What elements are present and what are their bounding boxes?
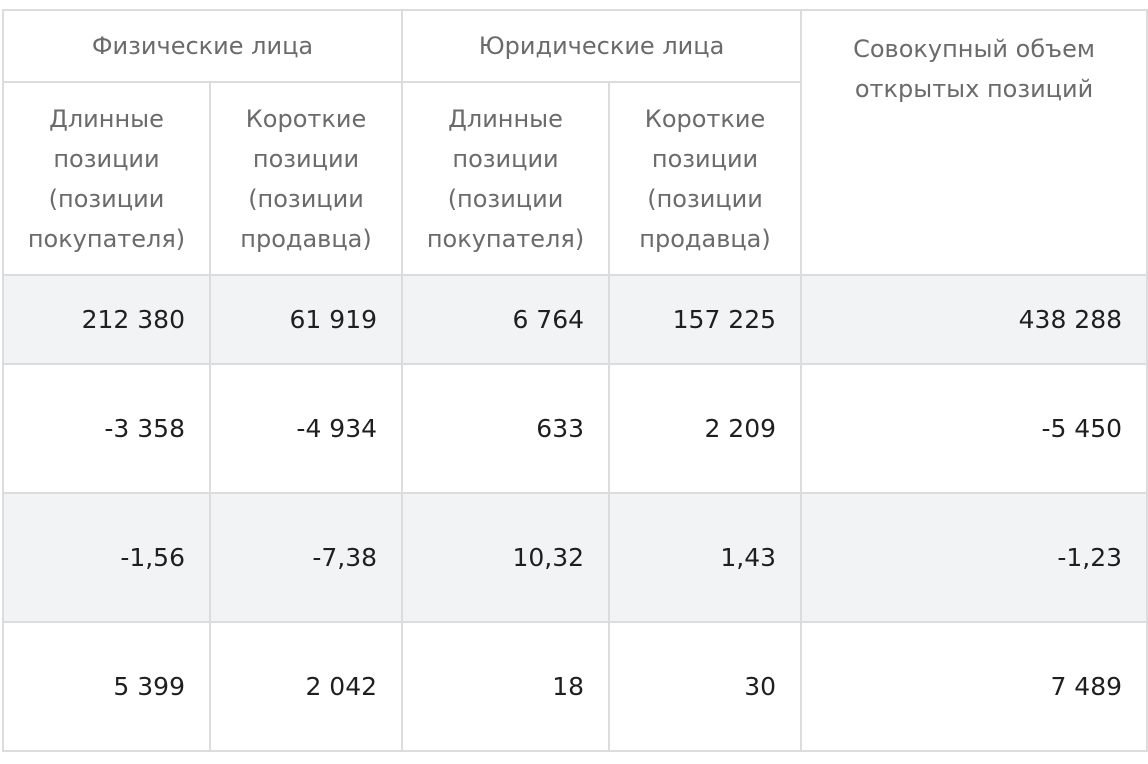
table-body: 212 380 61 919 6 764 157 225 438 288 -3 358 -4… (2, 274, 1148, 752)
group-header: Физические лица (1, 9, 404, 83)
table-cell: -1,23 (800, 492, 1148, 623)
table-row: 212 380 61 919 6 764 157 225 438 288 (2, 274, 1148, 365)
open-interest-table: Физические лица Юридические лица Совокуп… (1, 9, 1148, 752)
table-cell: 6 764 (401, 274, 611, 365)
table-cell: 61 919 (208, 274, 404, 365)
table-cell: 30 (608, 621, 803, 752)
group-header: Юридические лица (401, 9, 803, 83)
table-cell: 1,43 (608, 492, 803, 623)
table-cell: 18 (401, 621, 611, 752)
table-cell: -3 358 (2, 363, 211, 494)
total-header: Совокупный объем открытых позиций (800, 9, 1148, 276)
sub-header: Короткие позиции (позиции продавца) (208, 81, 404, 276)
table-cell: 212 380 (2, 274, 211, 365)
table-cell: 7 489 (800, 621, 1148, 752)
table-row: -3 358 -4 934 633 2 209 -5 450 (2, 363, 1148, 494)
sub-header: Длинные позиции (позиции покупателя) (401, 81, 611, 276)
table-cell: 633 (401, 363, 611, 494)
table-cell: -4 934 (208, 363, 404, 494)
table-cell: 10,32 (401, 492, 611, 623)
table-cell: 157 225 (608, 274, 803, 365)
table-cell: 438 288 (800, 274, 1148, 365)
table-cell: -5 450 (800, 363, 1148, 494)
table-cell: -1,56 (2, 492, 211, 623)
sub-header: Короткие позиции (позиции продавца) (608, 81, 803, 276)
sub-header: Длинные позиции (позиции покупателя) (2, 81, 211, 276)
table-row: -1,56 -7,38 10,32 1,43 -1,23 (2, 492, 1148, 623)
table-cell: -7,38 (208, 492, 404, 623)
table-row: 5 399 2 042 18 30 7 489 (2, 621, 1148, 752)
table-cell: 5 399 (2, 621, 211, 752)
table-cell: 2 042 (208, 621, 404, 752)
table-cell: 2 209 (608, 363, 803, 494)
